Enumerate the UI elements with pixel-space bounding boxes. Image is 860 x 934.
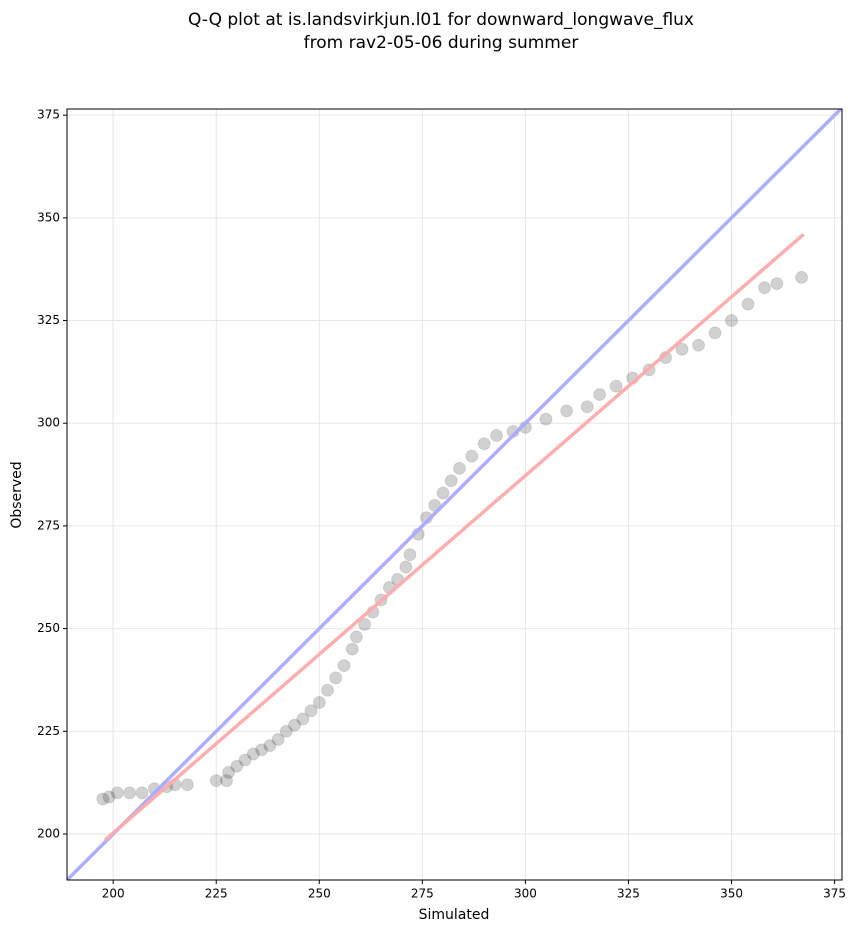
point [180, 778, 194, 792]
y-tick-label: 250 [37, 621, 60, 635]
point [758, 281, 771, 295]
point [288, 718, 302, 732]
point [246, 747, 260, 761]
x-tick-label: 350 [720, 887, 743, 901]
point [490, 429, 504, 443]
y-axis-label: Observed [9, 461, 25, 528]
point [255, 743, 269, 757]
y-tick-label: 325 [37, 313, 60, 327]
point [795, 270, 809, 284]
point [349, 630, 363, 644]
point [312, 696, 326, 710]
x-tick-label: 250 [308, 887, 331, 901]
point [271, 733, 285, 747]
point [770, 277, 784, 291]
plot-frame [66, 108, 843, 881]
point [345, 642, 359, 656]
y-tick-label: 200 [37, 826, 60, 840]
point [609, 379, 623, 393]
point [580, 400, 594, 414]
point [436, 486, 450, 500]
point [110, 786, 124, 800]
point [452, 461, 466, 475]
point [329, 671, 343, 685]
chart-title: Q-Q plot at is.landsvirkjun.l01 for down… [188, 10, 694, 30]
y-tick-label: 225 [37, 724, 60, 738]
y-tick-label: 300 [37, 416, 60, 430]
point [135, 786, 149, 800]
point [741, 297, 755, 311]
point [692, 338, 706, 352]
point [230, 759, 244, 773]
y-tick-label: 275 [37, 518, 60, 532]
point [725, 314, 739, 328]
point [560, 404, 574, 418]
point [358, 618, 372, 632]
point [238, 753, 252, 767]
x-tick-label: 200 [102, 887, 125, 901]
point [465, 449, 479, 463]
point [675, 342, 689, 356]
point [102, 790, 116, 804]
point [304, 704, 318, 718]
point [263, 739, 277, 753]
point [123, 786, 137, 800]
point [539, 412, 553, 426]
point [403, 548, 417, 562]
line [67, 109, 842, 880]
line [103, 232, 805, 842]
point [222, 765, 236, 779]
y-tick-label: 350 [37, 210, 60, 224]
point [321, 683, 335, 697]
x-tick-label: 275 [411, 887, 434, 901]
point [708, 326, 722, 340]
point [477, 437, 491, 451]
x-tick-label: 300 [514, 887, 537, 901]
chart-title: from rav2-05-06 during summer [304, 33, 579, 53]
y-tick-label: 375 [37, 108, 60, 122]
x-tick-label: 225 [205, 887, 228, 901]
x-tick-label: 375 [823, 887, 846, 901]
point [220, 774, 234, 788]
point [593, 387, 607, 401]
point [96, 792, 110, 806]
point [209, 774, 223, 788]
point [444, 474, 458, 488]
x-tick-label: 325 [617, 887, 640, 901]
point [296, 712, 310, 726]
point [399, 560, 413, 574]
point [337, 659, 351, 673]
point [279, 724, 293, 738]
x-axis-label: Simulated [419, 907, 490, 923]
